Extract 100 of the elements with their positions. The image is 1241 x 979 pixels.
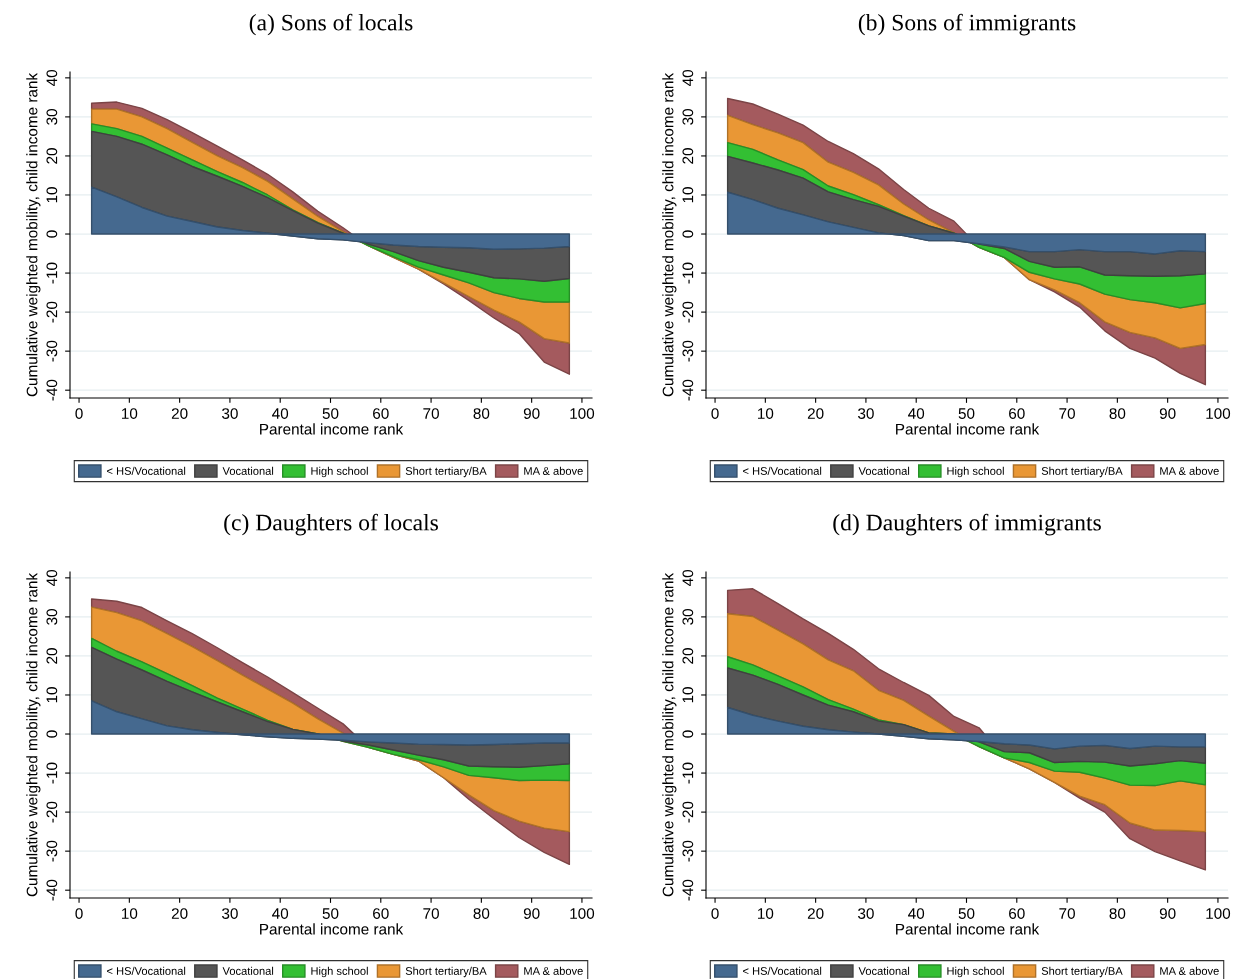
y-tick-label: -20	[46, 301, 58, 323]
legend-label: < HS/Vocational	[107, 466, 186, 475]
x-tick-label: 100	[1206, 908, 1231, 919]
x-tick-label: 80	[473, 408, 490, 419]
x-tick-label: 30	[222, 408, 238, 419]
x-tick-label: 0	[711, 908, 719, 919]
legend-label: MA & above	[524, 466, 583, 475]
legend-label: High school	[311, 466, 368, 478]
x-tick-label: 20	[807, 908, 824, 919]
x-tick-label: 30	[858, 908, 874, 919]
y-axis-title: Cumulative weighted mobility, child income rank	[662, 572, 677, 897]
y-tick-label: 10	[682, 187, 694, 203]
chart-title: (b) Sons of immigrants	[858, 13, 1076, 36]
x-tick-label: 100	[1206, 408, 1231, 419]
y-tick-label: -20	[46, 801, 58, 823]
y-tick-label: -10	[682, 262, 694, 284]
legend-label: High school	[947, 966, 1004, 978]
y-tick-label: 40	[682, 69, 694, 86]
legend-label: Vocational	[858, 466, 910, 475]
y-tick-label: 0	[682, 730, 694, 738]
x-tick-label: 30	[222, 908, 238, 919]
y-tick-label: 40	[682, 569, 694, 586]
y-tick-label: 30	[682, 609, 694, 625]
x-tick-label: 20	[807, 408, 824, 419]
y-tick-label: 0	[682, 230, 694, 238]
legend-label: < HS/Vocational	[107, 966, 186, 975]
y-tick-label: -20	[682, 801, 694, 823]
legend-label: Vocational	[858, 966, 910, 975]
x-tick-label: 10	[122, 408, 138, 419]
y-tick-label: 40	[46, 69, 58, 86]
x-tick-label: 20	[171, 908, 188, 919]
y-tick-label: 10	[46, 687, 58, 703]
y-tick-label: -30	[682, 340, 694, 362]
x-axis-title: Parental income rank	[260, 423, 404, 435]
x-tick-label: 90	[1159, 408, 1176, 419]
x-tick-label: 30	[858, 408, 874, 419]
y-tick-label: 30	[682, 109, 694, 125]
y-tick-label: 20	[682, 648, 694, 664]
y-tick-label: 30	[46, 109, 58, 125]
x-tick-label: 90	[1159, 908, 1176, 919]
y-tick-label: 10	[682, 687, 694, 703]
x-axis-title: Parental income rank	[260, 923, 404, 935]
x-tick-label: 0	[75, 908, 83, 919]
y-tick-label: -10	[682, 762, 694, 784]
x-tick-label: 10	[758, 908, 774, 919]
y-tick-label: -40	[682, 879, 694, 901]
x-tick-label: 90	[523, 908, 540, 919]
x-tick-label: 40	[272, 908, 289, 919]
x-tick-label: 70	[1059, 908, 1075, 919]
legend-label: MA & above	[1160, 966, 1219, 975]
x-tick-label: 10	[758, 408, 774, 419]
x-tick-label: 100	[570, 408, 595, 419]
y-tick-label: -40	[46, 379, 58, 401]
x-tick-label: 70	[423, 908, 439, 919]
legend-label: High school	[947, 466, 1004, 478]
y-tick-label: 0	[46, 230, 58, 238]
y-tick-label: 40	[46, 569, 58, 586]
x-tick-label: 40	[908, 408, 925, 419]
legend-label: MA & above	[1160, 466, 1219, 475]
legend-label: Short tertiary/BA	[1041, 966, 1123, 978]
y-tick-label: -10	[46, 262, 58, 284]
y-tick-label: 10	[46, 187, 58, 203]
x-tick-label: 70	[1059, 408, 1075, 419]
y-tick-label: 30	[46, 609, 58, 625]
x-tick-label: 50	[958, 908, 975, 919]
x-tick-label: 40	[908, 908, 925, 919]
legend-label: Vocational	[222, 466, 274, 475]
x-tick-label: 80	[1109, 908, 1126, 919]
y-tick-label: -30	[46, 840, 58, 862]
x-tick-label: 90	[523, 408, 540, 419]
x-tick-label: 10	[122, 908, 138, 919]
y-tick-label: -40	[46, 879, 58, 901]
x-tick-label: 60	[1009, 908, 1025, 919]
x-tick-label: 70	[423, 408, 439, 419]
legend-label: MA & above	[524, 966, 583, 975]
y-axis-title: Cumulative weighted mobility, child income rank	[662, 72, 677, 397]
x-tick-label: 60	[373, 408, 389, 419]
y-tick-label: -10	[46, 762, 58, 784]
legend-label: Vocational	[222, 966, 274, 975]
legend-label: High school	[311, 966, 368, 978]
y-tick-label: -30	[682, 840, 694, 862]
chart-title: (c) Daughters of locals	[224, 513, 438, 536]
x-tick-label: 50	[322, 408, 339, 419]
x-axis-title: Parental income rank	[896, 923, 1040, 935]
legend-label: Short tertiary/BA	[405, 466, 487, 478]
x-tick-label: 80	[473, 908, 490, 919]
x-tick-label: 0	[75, 408, 83, 419]
y-tick-label: 20	[682, 148, 694, 164]
x-tick-label: 20	[171, 408, 188, 419]
y-tick-label: 0	[46, 730, 58, 738]
y-tick-label: 20	[46, 148, 58, 164]
x-tick-label: 50	[958, 408, 975, 419]
x-axis-title: Parental income rank	[896, 423, 1040, 435]
x-tick-label: 60	[1009, 408, 1025, 419]
legend-label: Short tertiary/BA	[1041, 466, 1123, 478]
y-tick-label: -20	[682, 301, 694, 323]
y-tick-label: -40	[682, 379, 694, 401]
y-axis-title: Cumulative weighted mobility, child income rank	[26, 572, 41, 897]
legend-label: < HS/Vocational	[743, 466, 822, 475]
x-tick-label: 50	[322, 908, 339, 919]
